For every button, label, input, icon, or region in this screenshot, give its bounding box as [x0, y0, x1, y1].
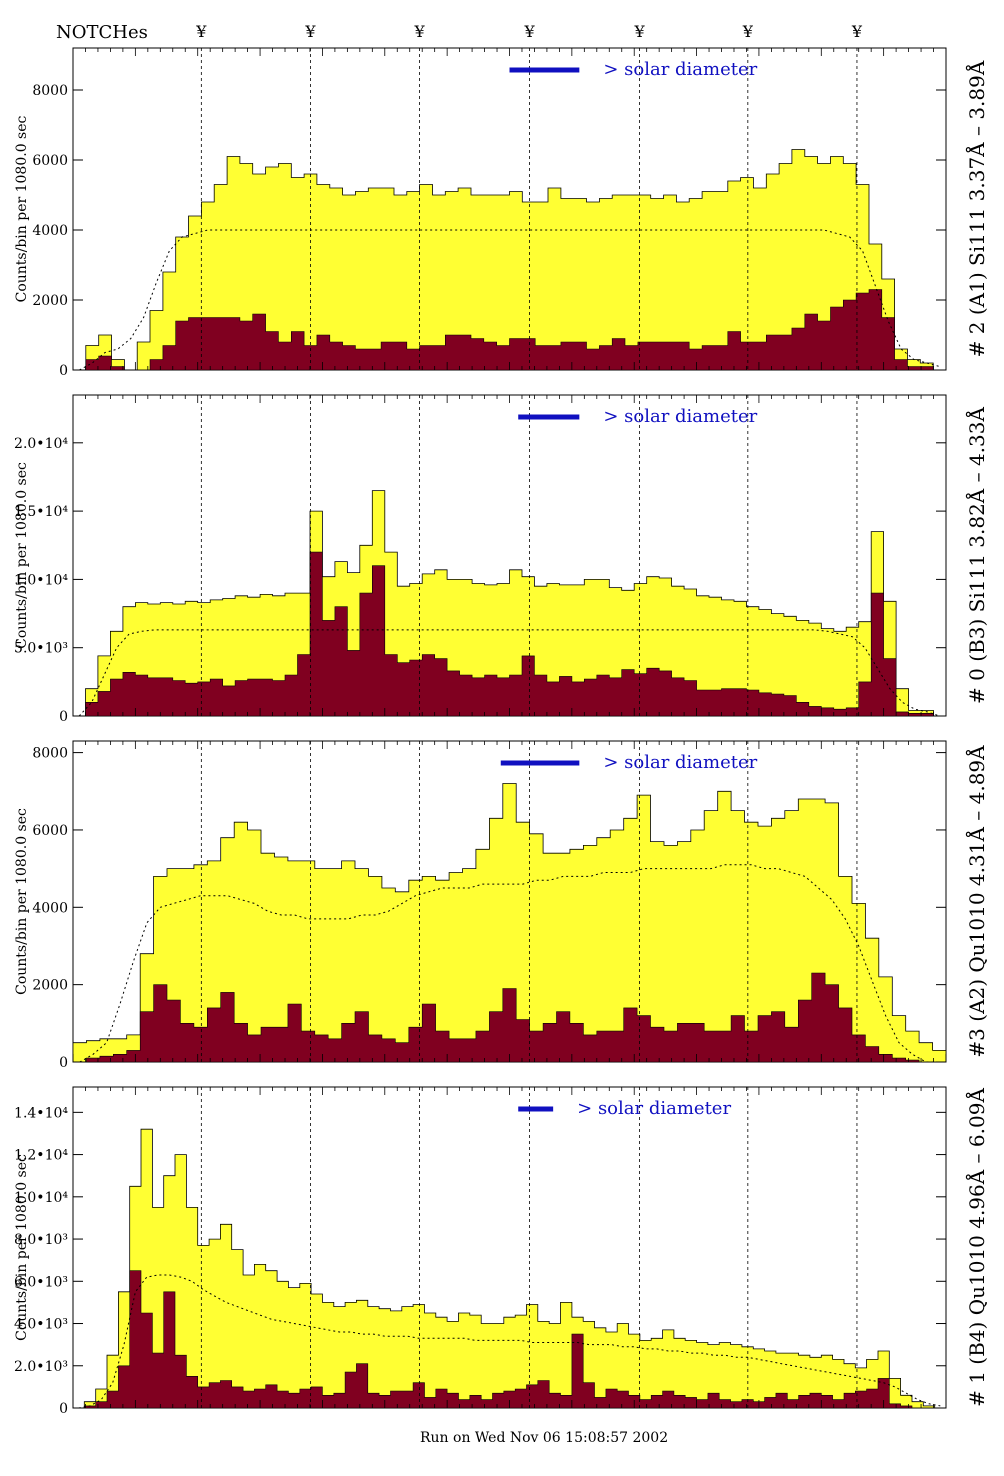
model-curve	[78, 629, 940, 717]
ytick-label: 2000	[32, 978, 68, 994]
y-axis-label: Counts/bin per 1080.0 sec	[14, 808, 30, 995]
model-curve	[78, 1274, 941, 1409]
notch-symbol-6: ¥	[742, 22, 754, 41]
ytick-label: 4000	[32, 223, 68, 239]
notch-symbol-4: ¥	[523, 22, 535, 41]
total-histogram	[72, 783, 947, 1063]
notch-symbol-7: ¥	[851, 22, 863, 41]
total-histogram	[73, 1128, 946, 1409]
panel-4: 0 2.0•10³ 4.0•10³ 6.0•10³ 8.0•10³ 1.0•10⁴ 1.2•…	[14, 1086, 989, 1417]
y-axis-label: Counts/bin per 1080.0 sec	[14, 462, 30, 649]
ytick-label: 0	[59, 1401, 68, 1417]
ytick-label: 8.0•10³	[14, 1232, 68, 1248]
ytick-label: 4000	[32, 900, 68, 916]
ytick-label: 4.0•10³	[14, 1317, 68, 1333]
subset-histogram	[73, 972, 946, 1063]
y-axis-label: Counts/bin per 1080.0 sec	[14, 115, 30, 302]
total-histogram	[73, 149, 946, 371]
side-label: # 0 (B3) Si111 3.82Å – 4.33Å	[964, 407, 989, 704]
side-label: # 2 (A1) Si111 3.37Å – 3.89Å	[964, 60, 989, 357]
subset-histogram	[73, 551, 946, 717]
model-curve	[79, 229, 940, 371]
ytick-label: 8000	[32, 83, 68, 99]
ytick-label: 6000	[32, 823, 68, 839]
ytick-label: 1.2•10⁴	[14, 1148, 68, 1164]
notch-symbol-2: ¥	[304, 22, 316, 41]
side-label: #3 (A2) Qu1010 4.31Å – 4.89Å	[964, 745, 989, 1058]
ytick-label: 1.0•10⁴	[14, 1190, 68, 1206]
footer-run-text: Run on Wed Nov 06 15:08:57 2002	[420, 1430, 668, 1446]
ytick-label: 6000	[32, 153, 68, 169]
subset-histogram	[73, 1270, 946, 1409]
panel-1: 0 2000 4000 6000 8000 > solar diameter Counts/…	[14, 47, 989, 379]
ytick-label: 2.0•10³	[14, 1359, 68, 1375]
ytick-label: 1.0•10⁴	[14, 572, 68, 588]
ytick-label: 0	[59, 1055, 68, 1071]
solar-diameter-label: > solar diameter	[603, 59, 757, 80]
subset-histogram	[73, 289, 946, 371]
notch-symbol-3: ¥	[413, 22, 425, 41]
panel-2: 0 5.0•10³ 1.0•10⁴ 1.5•10⁴ 2.0•10⁴ > solar dia…	[14, 394, 989, 725]
ytick-label: 1.4•10⁴	[14, 1105, 68, 1121]
total-histogram	[73, 490, 946, 717]
notch-symbol-1: ¥	[195, 22, 207, 41]
notch-symbol-5: ¥	[633, 22, 645, 41]
side-label: # 1 (B4) Qu1010 4.96Å – 6.09Å	[964, 1088, 989, 1407]
y-axis-label: Counts/bin per 1080.0 sec	[14, 1154, 30, 1341]
ytick-label: 0	[59, 363, 68, 379]
ytick-label: 6.0•10³	[14, 1274, 68, 1290]
ytick-label: 5.0•10³	[14, 641, 68, 657]
panels: 0 2000 4000 6000 8000 > solar diameter Counts/…	[14, 47, 989, 1417]
solar-diameter-label: > solar diameter	[577, 1098, 731, 1119]
ytick-label: 1.5•10⁴	[14, 504, 68, 520]
ytick-label: 8000	[32, 746, 68, 762]
panel-3: 0 2000 4000 6000 8000 > solar diameter Counts/…	[14, 740, 989, 1071]
ytick-label: 0	[59, 709, 68, 725]
solar-diameter-label: > solar diameter	[603, 406, 757, 427]
notch-symbols: ¥ ¥ ¥ ¥ ¥ ¥ ¥	[195, 22, 863, 41]
ytick-label: 2000	[32, 293, 68, 309]
ytick-label: 2.0•10⁴	[14, 436, 68, 452]
notches-label: NOTCHes	[56, 22, 148, 43]
solar-diameter-label: > solar diameter	[603, 752, 757, 773]
